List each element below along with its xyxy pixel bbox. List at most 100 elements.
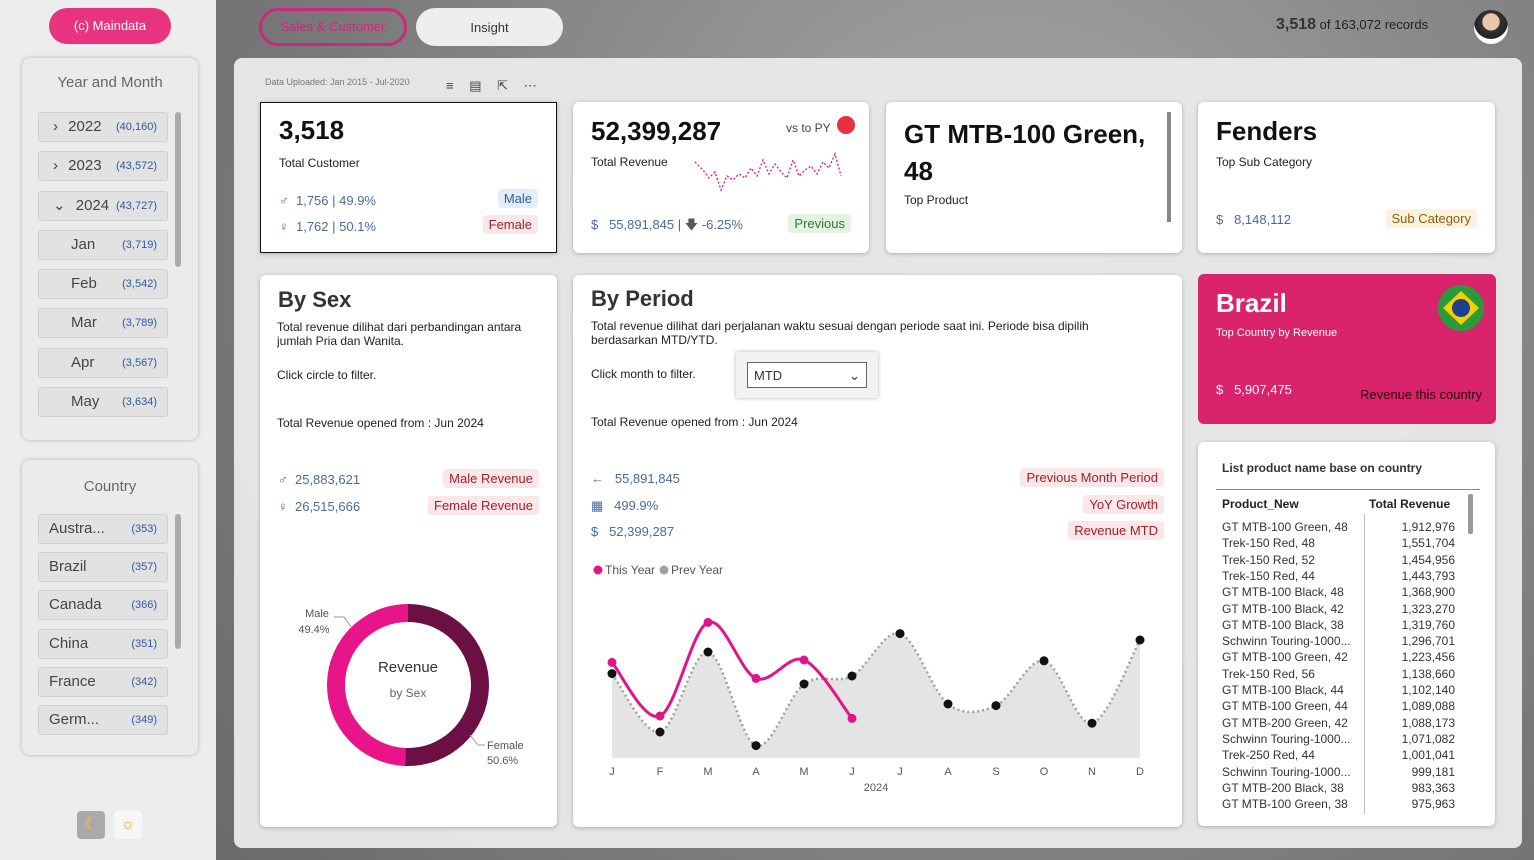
item-label: May: [71, 393, 100, 410]
column-header: Total Revenue: [1369, 497, 1451, 511]
filter-item[interactable]: ⌄ 2024 (43,727): [38, 191, 168, 221]
item-count: (353): [131, 523, 157, 535]
product-revenue: 1,551,704: [1401, 536, 1455, 551]
item-label: Apr: [71, 354, 95, 371]
brand-button[interactable]: (c) Maindata: [49, 8, 171, 44]
product-name: Trek-150 Red, 48: [1222, 536, 1315, 551]
tab[interactable]: Sales & Customer: [259, 8, 407, 46]
product-revenue: 1,089,088: [1401, 699, 1455, 714]
point: [1039, 656, 1049, 666]
light-mode-toggle[interactable]: ☼: [114, 811, 142, 839]
donut-slice: [404, 604, 489, 766]
item-label: Mar: [71, 314, 97, 331]
item-label: China: [49, 634, 89, 652]
filter-item[interactable]: France (342): [38, 666, 168, 697]
product-name: Schwinn Touring-1000...: [1222, 764, 1351, 779]
product-revenue: 999,181: [1411, 764, 1455, 779]
avatar[interactable]: [1474, 10, 1508, 44]
slice-label: Male: [305, 608, 329, 620]
x-tick-label: O: [1040, 766, 1049, 778]
x-tick-label: J: [897, 766, 903, 778]
filter-item[interactable]: Mar (3,789): [38, 308, 168, 338]
tag: Female Revenue: [428, 496, 539, 515]
filter-item[interactable]: May (3,634): [38, 387, 168, 417]
product-revenue: 1,088,173: [1401, 715, 1455, 730]
description: Total revenue dilihat dari perjalanan wa…: [591, 319, 1089, 347]
filter-title: Year and Month: [57, 74, 163, 91]
point: [703, 647, 713, 657]
scrollbar: [175, 112, 181, 267]
filter-item[interactable]: Brazil (357): [38, 552, 168, 583]
filter-item[interactable]: Canada (366): [38, 590, 168, 621]
legend-marker: [593, 565, 603, 575]
product-name: GT MTB-100 Green, 38: [1222, 797, 1348, 812]
kpi-label: Total Customer: [279, 156, 360, 170]
x-tick-label: A: [752, 766, 760, 778]
top-country-card: Brazil Top Country by Revenue $ 5,907,47…: [1198, 274, 1496, 424]
item-count: (349): [131, 714, 157, 726]
filter-item[interactable]: China (351): [38, 628, 168, 659]
item-count: (43,572): [116, 160, 157, 172]
point: [655, 711, 665, 721]
x-tick-label: D: [1136, 766, 1144, 778]
text: 52,399,287: [609, 524, 675, 539]
filter-item[interactable]: Feb (3,542): [38, 269, 168, 299]
product-name: GT MTB-200 Green, 42: [1222, 715, 1348, 730]
item-count: (43,727): [116, 200, 157, 212]
legend-marker: [659, 565, 669, 575]
text: 1,762 | 50.1%: [295, 219, 376, 234]
text: 26,515,666: [294, 499, 361, 514]
dark-mode-toggle[interactable]: ☾: [77, 811, 105, 839]
filter-item[interactable]: Apr (3,567): [38, 348, 168, 378]
country-filter: Country Austra... (353) Brazil (357) Canada (…: [22, 460, 198, 755]
table-title: List product name base on country: [1222, 461, 1423, 475]
period-value: ▦ 499.9%: [591, 497, 659, 513]
sparkline-path: [694, 152, 842, 192]
filter-item[interactable]: Germ... (349): [38, 705, 168, 735]
item-count: (342): [131, 675, 157, 688]
legend-label: Prev Year: [671, 563, 723, 577]
country-label: Top Country by Revenue: [1216, 327, 1338, 339]
x-tick-label: N: [1088, 766, 1096, 778]
tab[interactable]: Insight: [416, 8, 563, 46]
country-tag: Revenue this country: [1360, 387, 1483, 402]
period-dropdown[interactable]: MTD ⌄: [747, 362, 867, 388]
text: 499.9%: [614, 497, 659, 513]
tag: Male: [497, 189, 538, 208]
product-name: Trek-150 Red, 52: [1222, 552, 1315, 567]
x-tick-label: A: [944, 766, 952, 778]
filter-item[interactable]: › 2023 (43,572): [38, 151, 168, 181]
product-revenue: 1,368,900: [1401, 585, 1455, 600]
product-revenue: 975,963: [1411, 797, 1455, 812]
slice-value-label: 49.4%: [298, 624, 329, 636]
kpi-value: Fenders: [1216, 116, 1318, 146]
scrollbar: [175, 514, 181, 649]
product-revenue: 983,363: [1411, 780, 1455, 795]
kpi-card: 3,518 Total Customer ♂ 1,756 | 49.9% Mal…: [260, 102, 557, 253]
slice-value-label: 50.6%: [487, 755, 518, 767]
description: Total revenue dilihat dari perbandingan …: [277, 320, 522, 348]
tag: Previous Month Period: [1020, 468, 1164, 487]
point: [607, 657, 617, 667]
text: 55,891,845: [614, 471, 680, 486]
product-revenue: 1,454,956: [1401, 552, 1455, 567]
kpi-value: 52,399,287: [591, 116, 722, 146]
visual-toolbar[interactable]: ≡ ▤ ⇱ ⋯: [446, 78, 537, 93]
kpi-value: 3,518: [279, 115, 345, 145]
product-name: GT MTB-100 Green, 44: [1222, 699, 1348, 714]
filter-item[interactable]: › 2022 (40,160): [38, 112, 168, 142]
product-revenue: 1,138,660: [1401, 666, 1455, 681]
count: 3,518: [1276, 16, 1317, 33]
scrollbar: [1468, 494, 1473, 534]
filter-item[interactable]: Jan (3,719): [38, 230, 168, 260]
product-name: GT MTB-100 Black, 44: [1222, 683, 1344, 697]
product-name: Schwinn Touring-1000...: [1222, 731, 1351, 746]
product-name: GT MTB-100 Black, 48: [1222, 585, 1344, 600]
period-value: $ 52,399,287: [591, 524, 675, 539]
product-name: Trek-150 Red, 56: [1222, 666, 1315, 681]
panel-title: By Period: [591, 286, 694, 311]
filter-item[interactable]: Austra... (353): [38, 514, 168, 544]
filter-title: Country: [83, 478, 137, 495]
kpi-card: Fenders Top Sub Category $ 8,148,112 Sub…: [1198, 102, 1495, 253]
